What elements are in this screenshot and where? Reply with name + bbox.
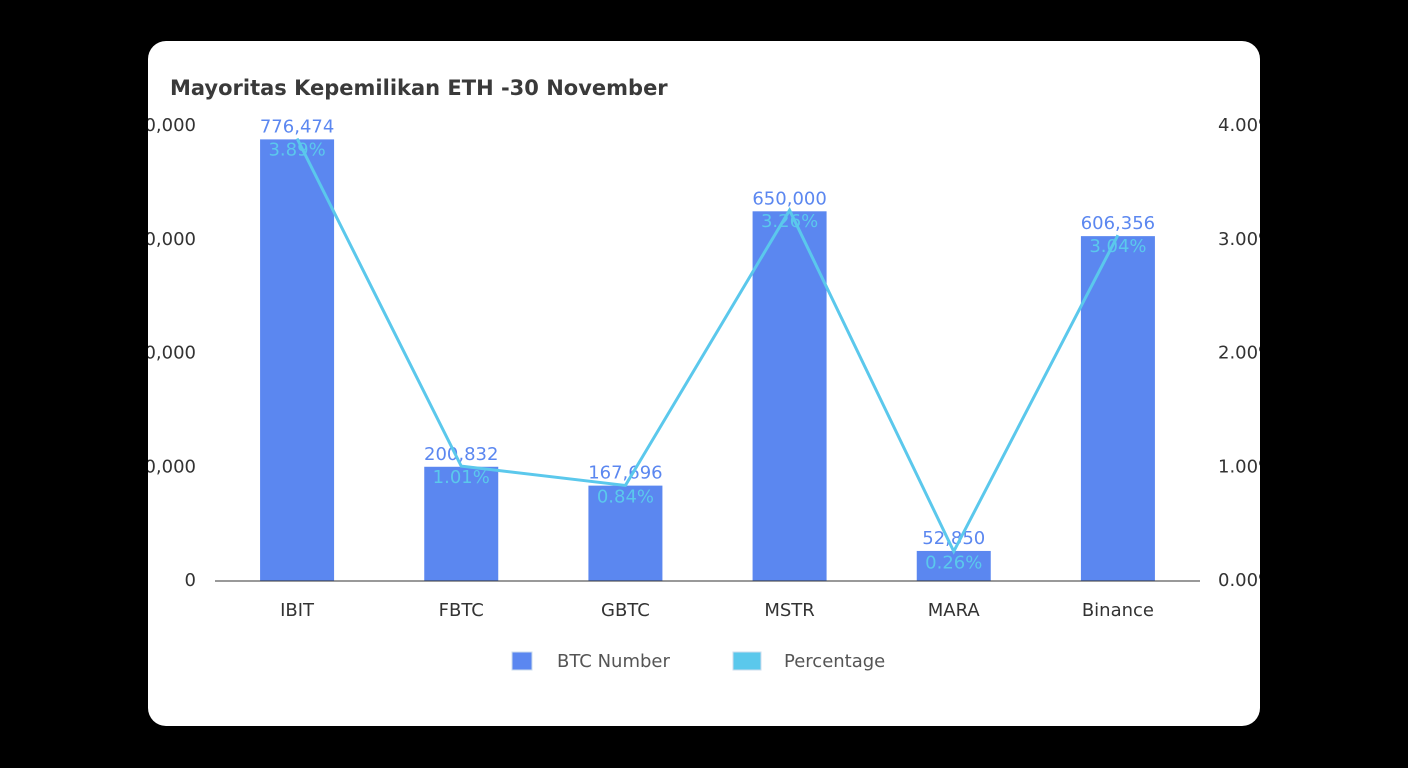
bar-value-label: 650,000 xyxy=(752,188,826,209)
bar xyxy=(752,211,827,581)
bar xyxy=(424,466,499,581)
x-tick-label: IBIT xyxy=(280,600,315,621)
bar-value-label: 200,832 xyxy=(424,444,498,465)
y2-tick-label: 4.00% xyxy=(1218,115,1275,136)
x-tick-label: MARA xyxy=(928,600,981,621)
bar-value-label: 52,850 xyxy=(922,528,985,549)
line-value-label: 3.04% xyxy=(1089,236,1146,257)
line-value-label: 3.26% xyxy=(761,211,818,232)
x-tick-label: FBTC xyxy=(439,600,484,621)
bar xyxy=(588,485,663,581)
x-tick-label: MSTR xyxy=(764,600,814,621)
bar xyxy=(1080,236,1155,582)
legend-swatch xyxy=(511,651,533,671)
line-value-label: 0.26% xyxy=(925,552,982,573)
legend-label: Percentage xyxy=(784,651,885,672)
line-value-label: 0.84% xyxy=(597,486,654,507)
y-tick-label: 600,000 xyxy=(122,229,196,250)
legend-swatch xyxy=(732,651,762,671)
plot-area: Mayoritas Kepemilikan ETH -30 November 0… xyxy=(122,76,1275,672)
y2-tick-label: 3.00% xyxy=(1218,229,1275,250)
chart-title: Mayoritas Kepemilikan ETH -30 November xyxy=(170,76,668,100)
y2-tick-label: 0.00% xyxy=(1218,570,1275,591)
y-tick-label: 400,000 xyxy=(122,343,196,364)
y-tick-label: 200,000 xyxy=(122,456,196,477)
y2-tick-label: 2.00% xyxy=(1218,343,1275,364)
line-value-label: 3.89% xyxy=(268,140,325,161)
line xyxy=(295,137,1120,555)
bar xyxy=(260,139,335,581)
x-tick-label: Binance xyxy=(1082,600,1154,621)
line-value-label: 1.01% xyxy=(433,467,490,488)
bar xyxy=(916,550,991,581)
x-tick-label: GBTC xyxy=(601,600,650,621)
y-tick-label: 800,000 xyxy=(122,115,196,136)
bar-value-label: 167,696 xyxy=(588,463,662,484)
bar-value-label: 776,474 xyxy=(260,116,334,137)
legend-label: BTC Number xyxy=(557,651,670,672)
bar-value-label: 606,356 xyxy=(1081,213,1155,234)
y-tick-label: 0 xyxy=(185,570,196,591)
y2-tick-label: 1.00% xyxy=(1218,456,1275,477)
